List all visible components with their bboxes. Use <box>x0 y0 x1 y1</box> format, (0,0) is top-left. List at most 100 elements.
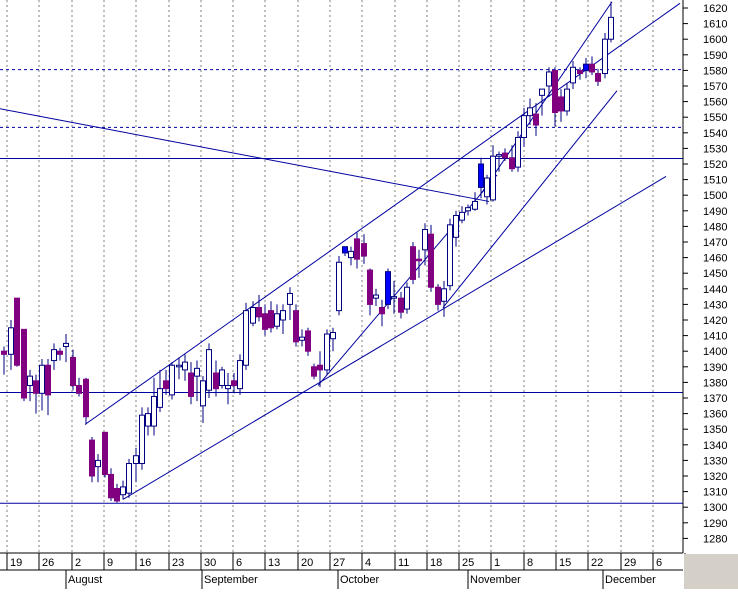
candle-body <box>527 107 533 117</box>
candle-body <box>262 313 268 330</box>
candle <box>311 363 317 380</box>
candle <box>379 299 385 327</box>
candle-body <box>589 63 595 73</box>
candle <box>237 354 243 395</box>
x-tick-label: 23 <box>172 557 184 569</box>
x-tick-label: 2 <box>75 557 81 569</box>
candle-body <box>114 487 120 502</box>
candle-body <box>478 163 484 188</box>
candle <box>1 346 7 375</box>
candle <box>83 377 89 425</box>
candle-body <box>521 115 527 138</box>
candle <box>219 366 225 389</box>
candle <box>496 151 502 172</box>
candle-body <box>182 361 188 371</box>
candle <box>330 327 336 352</box>
y-tick-label: 1390 <box>703 362 727 374</box>
candle <box>27 369 33 402</box>
candle <box>274 304 280 330</box>
candle <box>577 67 583 80</box>
candle <box>602 32 608 79</box>
candle <box>76 377 82 397</box>
candle-body <box>595 73 601 82</box>
candle <box>490 145 496 202</box>
candle-body <box>256 307 262 318</box>
y-tick-label: 1380 <box>703 377 727 389</box>
candle <box>391 281 397 314</box>
candle-body <box>14 297 20 366</box>
candle <box>299 329 305 347</box>
candle-body <box>39 364 45 394</box>
candle-body <box>484 177 490 198</box>
y-tick-label: 1580 <box>703 65 727 77</box>
candle <box>126 458 132 498</box>
candle <box>243 302 249 370</box>
candle-body <box>274 313 280 327</box>
candle <box>225 373 231 405</box>
candle <box>287 287 293 320</box>
candle <box>478 157 484 199</box>
y-tick-label: 1620 <box>703 3 727 15</box>
candle-body <box>219 369 225 387</box>
y-tick-label: 1600 <box>703 34 727 46</box>
candle <box>428 224 434 292</box>
candle-body <box>51 349 57 362</box>
candle <box>206 343 212 398</box>
candle-body <box>200 380 206 407</box>
x-tick-label: 8 <box>527 557 533 569</box>
candle <box>570 61 576 90</box>
candle <box>250 301 256 327</box>
candle <box>231 373 237 394</box>
candle <box>422 223 428 266</box>
candle-body <box>330 331 336 340</box>
candle <box>268 301 274 333</box>
candle-body <box>398 297 404 313</box>
candle-body <box>243 310 249 366</box>
horizontal-levels <box>0 69 683 504</box>
y-tick-label: 1520 <box>703 159 727 171</box>
candle-body <box>533 113 539 126</box>
candle-body <box>391 296 397 299</box>
trendline <box>122 176 667 500</box>
y-tick-label: 1570 <box>703 81 727 93</box>
x-axis-panel <box>0 553 683 589</box>
candle-body <box>95 459 101 468</box>
candle-body <box>151 395 157 427</box>
y-tick-label: 1410 <box>703 331 727 343</box>
candle-body <box>157 388 163 408</box>
candle <box>194 360 200 402</box>
candle-body <box>447 224 453 287</box>
candle <box>70 349 76 391</box>
candle-body <box>354 238 360 260</box>
x-tick-label: 19 <box>10 557 22 569</box>
x-tick-label: 18 <box>430 557 442 569</box>
candle <box>176 357 182 380</box>
y-tick-label: 1480 <box>703 221 727 233</box>
candle <box>21 328 27 402</box>
y-tick-label: 1330 <box>703 455 727 467</box>
candle <box>447 218 453 291</box>
candle <box>441 281 447 317</box>
candle-body <box>348 250 354 259</box>
candle <box>39 359 45 411</box>
candle-body <box>361 243 367 257</box>
month-label: August <box>68 574 102 586</box>
candle <box>151 377 157 436</box>
x-axis-ticks: 1926291623306132027411182518152229613Aug… <box>6 553 700 589</box>
y-tick-label: 1310 <box>703 487 727 499</box>
candle <box>133 447 139 483</box>
candle <box>502 148 508 161</box>
candle-body <box>379 307 385 315</box>
candle-body <box>311 366 317 377</box>
candle-body <box>133 455 139 465</box>
y-tick-label: 1590 <box>703 50 727 62</box>
y-tick-label: 1610 <box>703 19 727 31</box>
candle-body <box>120 486 126 496</box>
candle-body <box>231 380 237 387</box>
y-tick-label: 1500 <box>703 190 727 202</box>
candle <box>533 103 539 136</box>
candle <box>95 454 101 483</box>
candle-body <box>83 378 89 418</box>
y-tick-label: 1300 <box>703 502 727 514</box>
